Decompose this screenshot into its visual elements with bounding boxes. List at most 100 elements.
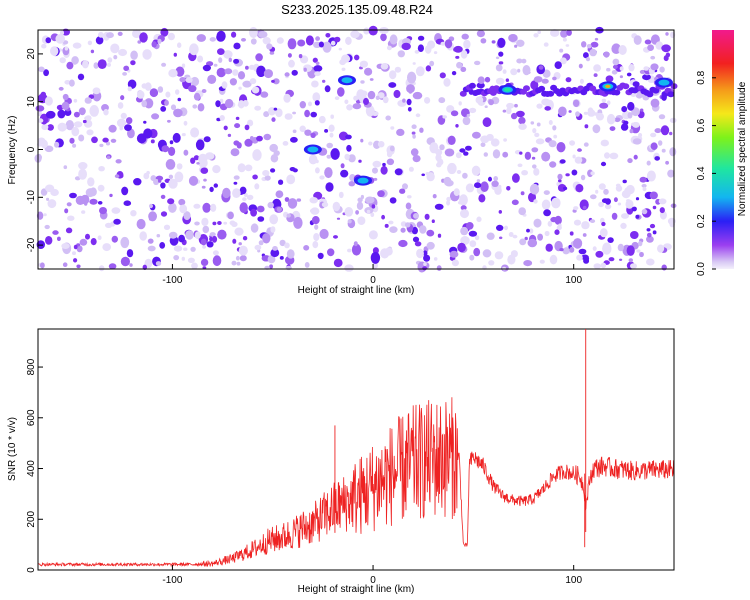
heatmap-cell: [91, 136, 98, 144]
heatmap-cell: [99, 207, 107, 215]
heatmap-cell: [211, 235, 218, 243]
heatmap-cell: [160, 194, 166, 199]
heatmap-cell: [86, 129, 94, 136]
heatmap-cell: [642, 74, 651, 81]
heatmap-cell: [580, 174, 586, 181]
heatmap-cell: [412, 236, 420, 243]
heatmap-cell: [411, 226, 418, 235]
heatmap-cell: [231, 31, 237, 38]
heatmap-cell: [407, 71, 417, 84]
heatmap-cell: [40, 262, 45, 269]
heatmap-cell: [212, 221, 217, 226]
heatmap-cell: [628, 63, 635, 72]
heatmap-cell: [611, 70, 618, 75]
heatmap-cell: [303, 67, 307, 72]
heatmap-cell: [453, 188, 460, 197]
heatmap-cells: [34, 25, 678, 273]
heatmap-cell: [209, 186, 214, 193]
heatmap-cell: [54, 141, 60, 148]
heatmap-cell: [219, 98, 224, 104]
heatmap-cell: [380, 63, 389, 70]
heatmap-cell: [669, 131, 673, 136]
heatmap-cell: [429, 60, 435, 67]
heatmap-cell: [410, 148, 419, 157]
heatmap-cell: [384, 223, 389, 228]
heatmap-cell: [638, 133, 643, 138]
heatmap-cell: [59, 30, 65, 36]
heatmap-band-cell: [667, 91, 675, 98]
heatmap-cell: [103, 109, 109, 116]
heatmap-cell: [254, 183, 260, 190]
heatmap-cell: [411, 131, 416, 135]
heatmap-cell: [235, 116, 240, 120]
heatmap-cell: [565, 44, 570, 47]
heatmap-cell: [654, 156, 660, 161]
heatmap-cell: [130, 60, 136, 66]
heatmap-cell: [492, 149, 501, 159]
heatmap-cell: [65, 227, 73, 234]
heatmap-cell: [37, 111, 43, 117]
heatmap-cell: [292, 129, 297, 134]
heatmap-cell: [272, 78, 280, 85]
heatmap-cell: [581, 221, 590, 230]
heatmap-cell: [230, 148, 240, 157]
snr-frame: [37, 328, 675, 571]
heatmap-cell: [158, 178, 162, 183]
heatmap-cell: [496, 224, 504, 231]
heatmap-cell: [319, 228, 329, 240]
heatmap-cell: [469, 254, 475, 261]
heatmap-cell: [169, 140, 174, 145]
heatmap-cell: [65, 120, 75, 131]
heatmap-cell: [47, 199, 57, 209]
heatmap-cell: [577, 148, 582, 152]
heatmap-band-cell: [646, 91, 654, 98]
heatmap-cell: [528, 192, 536, 203]
heatmap-cell: [334, 96, 340, 100]
heatmap-cell: [593, 64, 601, 72]
heatmap-cell: [175, 66, 185, 77]
heatmap-cell: [401, 42, 411, 51]
heatmap-cell: [526, 228, 530, 233]
heatmap-cell: [143, 120, 147, 124]
heatmap-cell: [202, 64, 211, 72]
heatmap-cell: [78, 134, 85, 142]
heatmap-cell: [455, 55, 460, 59]
heatmap-cell: [456, 170, 462, 174]
heatmap-cell: [400, 227, 406, 233]
heatmap-cell: [263, 133, 272, 141]
heatmap-cell: [414, 241, 422, 247]
heatmap-cell: [168, 231, 178, 239]
heatmap-cell: [460, 209, 469, 219]
heatmap-cell: [363, 97, 369, 106]
heatmap-cell: [552, 76, 557, 81]
heatmap-cell: [581, 41, 587, 48]
heatmap-cell: [217, 48, 225, 55]
heatmap-cell: [200, 167, 209, 174]
heatmap-cell: [402, 98, 406, 103]
heatmap-cell: [304, 262, 310, 268]
heatmap-cell: [318, 115, 326, 124]
heatmap-cell: [544, 106, 551, 111]
heatmap-cell: [313, 233, 320, 241]
heatmap-cell: [99, 143, 104, 148]
heatmap-cell: [533, 199, 538, 204]
heatmap-cell: [188, 175, 199, 186]
heatmap-cell: [477, 76, 485, 84]
heatmap-cell: [406, 98, 412, 106]
heatmap-cell: [482, 249, 492, 258]
heatmap-cell: [590, 171, 595, 176]
heatmap-cell: [269, 51, 275, 55]
heatmap-cell: [589, 48, 597, 57]
heatmap-cell: [494, 251, 504, 260]
heatmap-cell: [465, 145, 472, 151]
heatmap-cell: [562, 247, 570, 255]
heatmap-cell: [79, 238, 88, 246]
heatmap-y-tick-label: 0: [26, 146, 37, 152]
heatmap-cell: [377, 141, 385, 148]
heatmap-cell: [646, 228, 651, 232]
heatmap-cell: [536, 103, 543, 109]
heatmap-cell: [64, 46, 69, 51]
heatmap-cell: [486, 232, 495, 240]
heatmap-cell: [324, 85, 331, 93]
heatmap-cell: [287, 53, 292, 58]
